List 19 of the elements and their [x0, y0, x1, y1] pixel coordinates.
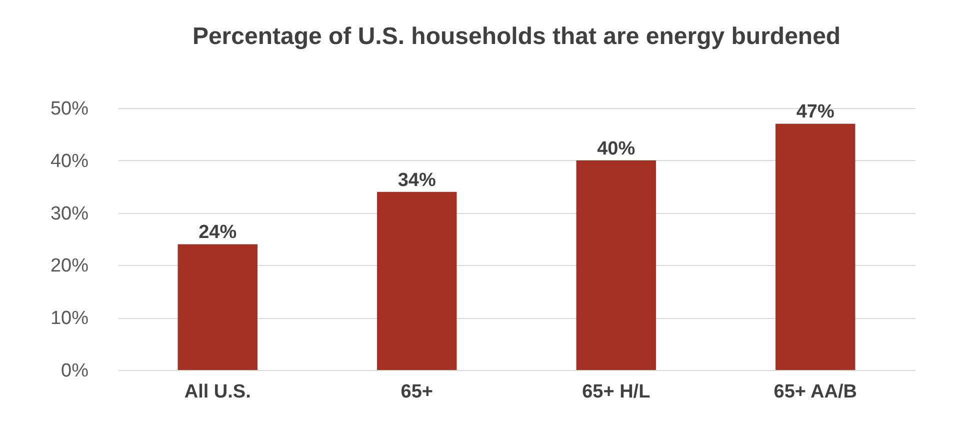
data-label: 24%	[198, 222, 237, 244]
bar	[776, 124, 856, 370]
y-tick-label: 20%	[50, 256, 89, 277]
y-tick-label: 40%	[50, 150, 89, 172]
bar	[178, 244, 258, 370]
x-tick-label: 65+ AA/B	[774, 382, 857, 402]
data-label: 40%	[597, 138, 636, 160]
y-tick-label: 0%	[61, 360, 89, 382]
x-tick-label: 65+	[400, 382, 433, 402]
data-label: 34%	[398, 170, 436, 191]
bar	[377, 192, 457, 370]
bar	[576, 160, 656, 370]
y-tick-label: 30%	[50, 203, 89, 224]
y-tick-label: 10%	[50, 308, 89, 330]
chart-title: Percentage of U.S. households that are energy burdened	[192, 23, 841, 50]
x-tick-label: All U.S.	[184, 382, 251, 402]
data-label: 47%	[796, 102, 834, 123]
y-tick-label: 50%	[50, 98, 89, 120]
x-tick-label: 65+ H/L	[582, 382, 651, 402]
